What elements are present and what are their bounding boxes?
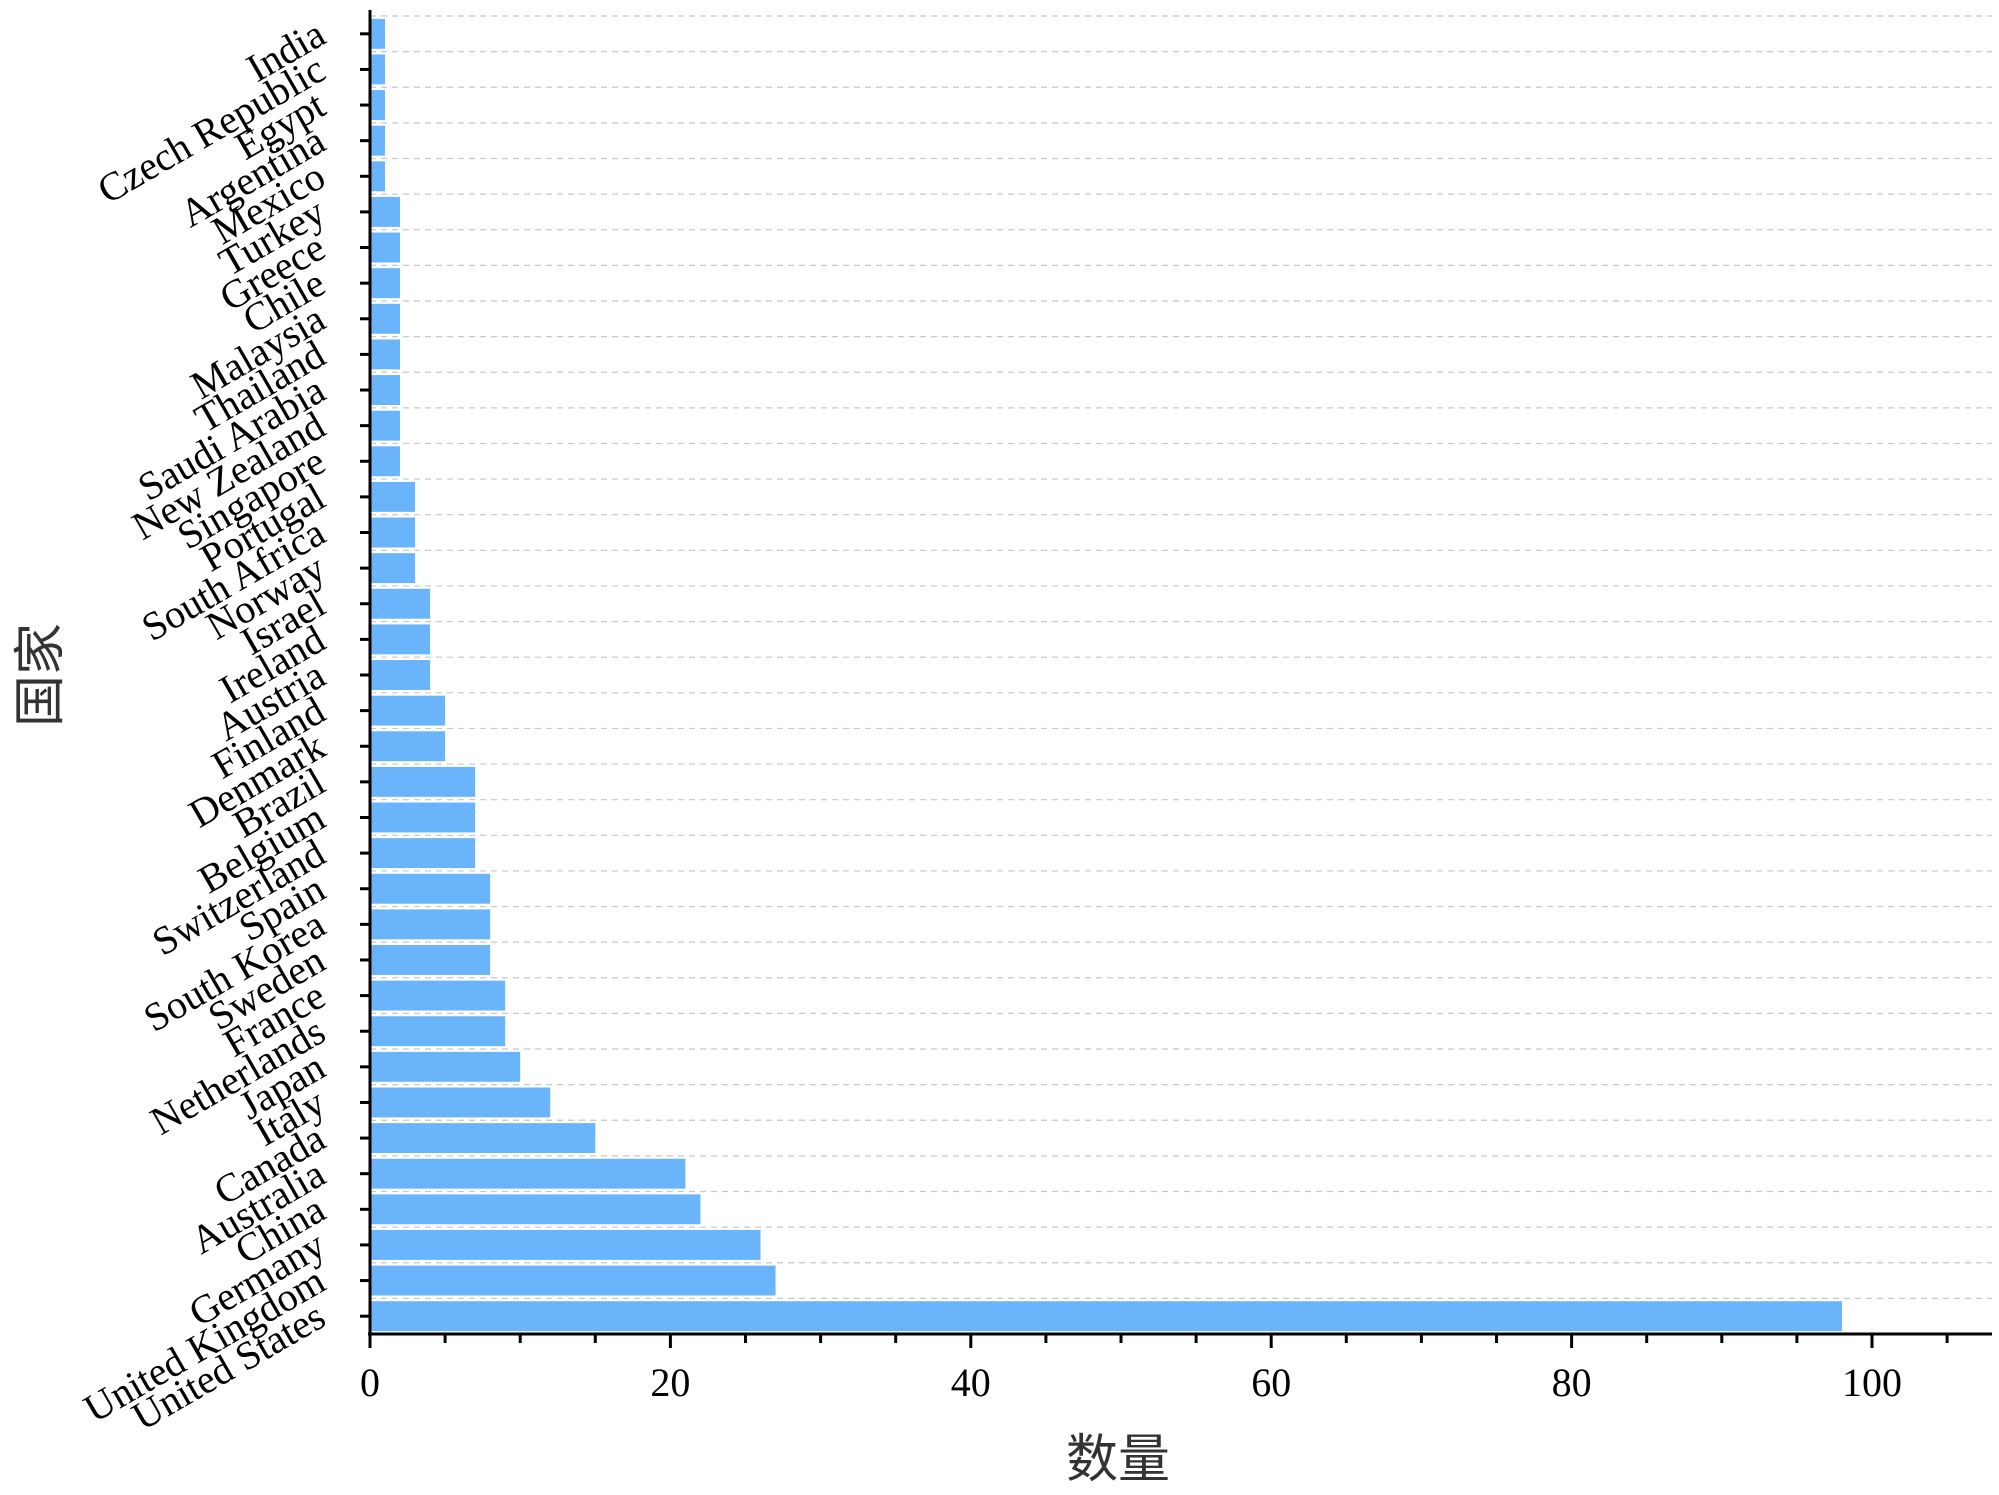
bar-singapore <box>370 446 401 477</box>
bar-spain <box>370 873 491 904</box>
bar-canada <box>370 1123 596 1154</box>
bar-germany <box>370 1229 761 1260</box>
x-tick-label: 80 <box>1552 1360 1592 1405</box>
bar-austria <box>370 660 431 690</box>
bar-france <box>370 980 506 1011</box>
bar-netherlands <box>370 1016 506 1047</box>
bar-sweden <box>370 945 491 975</box>
bar-japan <box>370 1051 521 1082</box>
x-tick-label: 100 <box>1842 1360 1902 1405</box>
bar-norway <box>370 553 416 584</box>
bar-malaysia <box>370 303 401 334</box>
x-tick-label: 20 <box>650 1360 690 1405</box>
bar-greece <box>370 232 401 263</box>
bar-argentina <box>370 125 386 156</box>
bar-south-africa <box>370 517 416 548</box>
bar-ireland <box>370 624 431 655</box>
bar-australia <box>370 1158 686 1189</box>
bar-south-korea <box>370 909 491 940</box>
bar-italy <box>370 1087 551 1118</box>
axes <box>360 10 1992 1348</box>
bar-united-kingdom <box>370 1265 776 1296</box>
bar-saudi-arabia <box>370 375 401 405</box>
bar-chile <box>370 268 401 299</box>
x-tick-label: 0 <box>360 1360 380 1405</box>
bar-india <box>370 18 386 49</box>
bar-portugal <box>370 481 416 512</box>
bar-mexico <box>370 161 386 192</box>
bar-new-zealand <box>370 410 401 441</box>
bar-egypt <box>370 90 386 121</box>
bar-united-states <box>370 1301 1842 1332</box>
bar-turkey <box>370 196 401 227</box>
y-axis-title: 国家 <box>11 623 71 727</box>
bars <box>370 18 1842 1332</box>
x-axis-title: 数量 <box>1066 1430 1170 1490</box>
bar-denmark <box>370 731 446 762</box>
bar-brazil <box>370 766 476 797</box>
bar-thailand <box>370 339 401 370</box>
bar-israel <box>370 588 431 619</box>
bar-finland <box>370 695 446 726</box>
gridlines <box>370 15 1992 1335</box>
x-tick-label: 40 <box>951 1360 991 1405</box>
bar-belgium <box>370 802 476 833</box>
x-tick-label: 60 <box>1251 1360 1291 1405</box>
bar-switzerland <box>370 838 476 869</box>
bar-china <box>370 1194 701 1225</box>
bar-czech-republic <box>370 54 386 85</box>
